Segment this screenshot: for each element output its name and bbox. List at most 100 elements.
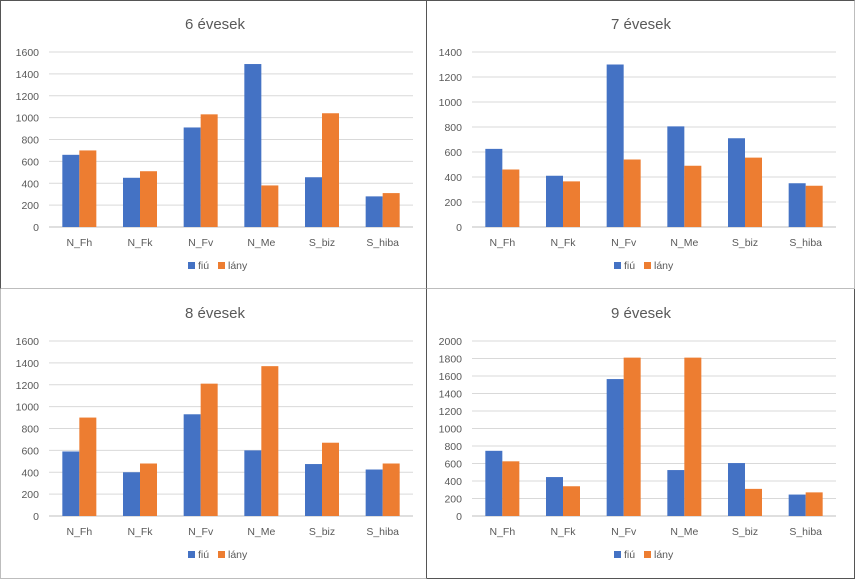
- legend-label: lány: [228, 549, 248, 561]
- bar-chart-9: 9 évesek 0 200 400 600 800 1000 1200 1400 1600 180…: [439, 305, 836, 561]
- y-tick-label: 1400: [16, 69, 40, 81]
- bar-fiu: [123, 177, 140, 227]
- category-label: S_biz: [732, 526, 758, 538]
- bar-fiu: [546, 175, 563, 227]
- category-label: S_hiba: [366, 237, 399, 249]
- y-tick-label: 1200: [16, 380, 40, 392]
- y-tick-label: 200: [21, 489, 39, 501]
- bar-lany: [200, 383, 218, 516]
- y-tick-label: 600: [444, 459, 462, 471]
- bar-lany: [684, 357, 702, 516]
- bar-fiu: [183, 414, 201, 516]
- bar-fiu: [728, 463, 745, 516]
- y-tick-label: 1400: [439, 389, 463, 401]
- category-label: N_Fh: [66, 526, 92, 538]
- chart-panel-6: 6 évesek 0 200 400 600 800 1000 1200 1400 1600 N_F…: [0, 0, 427, 289]
- y-tick-label: 400: [21, 178, 39, 190]
- category-label: S_hiba: [789, 526, 822, 538]
- y-tick-label: 200: [21, 200, 39, 212]
- category-label: S_biz: [309, 237, 335, 249]
- bar-lany: [745, 488, 762, 516]
- category-label: N_Fv: [188, 526, 214, 538]
- y-tick-label: 0: [33, 511, 39, 523]
- chart-panel-8: 8 évesek 0 200 400 600 800 1000 1200 1400 1600 N_F…: [0, 289, 427, 579]
- category-label: N_Me: [670, 526, 698, 538]
- legend-swatch: [614, 551, 621, 558]
- category-label: N_Me: [247, 526, 275, 538]
- y-tick-label: 1200: [439, 406, 463, 418]
- bar-fiu: [667, 470, 685, 516]
- bar-lany: [623, 159, 641, 227]
- legend-swatch: [218, 551, 225, 558]
- bar-lany: [382, 463, 400, 516]
- bar-lany: [79, 150, 97, 227]
- category-label: N_Fk: [550, 237, 576, 249]
- bar-lany: [623, 357, 641, 516]
- bar-lany: [261, 185, 279, 227]
- chart-title: 7 évesek: [611, 16, 672, 33]
- bar-fiu: [62, 154, 80, 227]
- category-label: N_Fv: [611, 526, 637, 538]
- chart-panel-9: 9 évesek 0 200 400 600 800 1000 1200 1400 1600 180…: [427, 289, 855, 579]
- legend-label: fiú: [198, 260, 209, 272]
- chart-title: 8 évesek: [185, 305, 246, 322]
- y-tick-label: 0: [456, 511, 462, 523]
- bar-lany: [805, 185, 823, 227]
- bar-lany: [684, 165, 702, 227]
- bar-fiu: [183, 127, 201, 227]
- category-label: S_hiba: [366, 526, 399, 538]
- y-tick-label: 400: [444, 172, 462, 184]
- bar-lany: [563, 181, 580, 227]
- y-tick-label: 1000: [439, 424, 463, 436]
- chart-panel-7: 7 évesek 0 200 400 600 800 1000 1200 1400 N_Fh N_F…: [427, 0, 855, 289]
- y-tick-label: 1800: [439, 354, 463, 366]
- legend-label: fiú: [624, 260, 635, 272]
- y-tick-label: 1000: [16, 113, 40, 125]
- bar-fiu: [365, 196, 383, 227]
- y-tick-label: 800: [21, 424, 39, 436]
- y-tick-label: 800: [21, 135, 39, 147]
- category-label: N_Fh: [489, 526, 515, 538]
- chart-title: 6 évesek: [185, 16, 246, 33]
- bar-lany: [261, 366, 279, 516]
- legend-swatch: [644, 551, 651, 558]
- bar-lany: [140, 463, 157, 516]
- bar-chart-8: 8 évesek 0 200 400 600 800 1000 1200 1400 1600 N_F…: [16, 305, 413, 561]
- bar-chart-6: 6 évesek 0 200 400 600 800 1000 1200 1400 1600 N_F…: [16, 16, 413, 272]
- legend-label: fiú: [624, 549, 635, 561]
- legend-label: lány: [228, 260, 248, 272]
- y-tick-label: 0: [456, 222, 462, 234]
- y-tick-label: 1200: [439, 72, 463, 84]
- bar-fiu: [728, 138, 745, 227]
- chart-title: 9 évesek: [611, 305, 672, 322]
- bar-lany: [502, 461, 520, 516]
- legend-swatch: [188, 551, 195, 558]
- bar-fiu: [788, 183, 806, 227]
- y-tick-label: 600: [21, 156, 39, 168]
- legend-swatch: [218, 262, 225, 269]
- bar-fiu: [244, 450, 262, 516]
- category-label: N_Fv: [611, 237, 637, 249]
- y-tick-label: 800: [444, 441, 462, 453]
- bar-fiu: [305, 464, 322, 516]
- bar-fiu: [788, 494, 806, 516]
- legend-label: lány: [654, 549, 674, 561]
- bar-lany: [140, 171, 157, 227]
- legend-label: lány: [654, 260, 674, 272]
- legend-swatch: [644, 262, 651, 269]
- bar-lany: [563, 486, 580, 516]
- category-label: N_Me: [670, 237, 698, 249]
- y-tick-label: 1000: [16, 402, 40, 414]
- category-label: S_hiba: [789, 237, 822, 249]
- bar-fiu: [606, 64, 624, 227]
- legend-swatch: [188, 262, 195, 269]
- category-label: N_Fk: [127, 237, 153, 249]
- y-tick-label: 2000: [439, 336, 463, 348]
- y-tick-label: 400: [444, 476, 462, 488]
- bar-fiu: [667, 126, 685, 227]
- bar-lany: [322, 113, 339, 227]
- y-tick-label: 600: [21, 445, 39, 457]
- y-tick-label: 1200: [16, 91, 40, 103]
- bar-fiu: [606, 379, 624, 516]
- bar-fiu: [365, 469, 383, 516]
